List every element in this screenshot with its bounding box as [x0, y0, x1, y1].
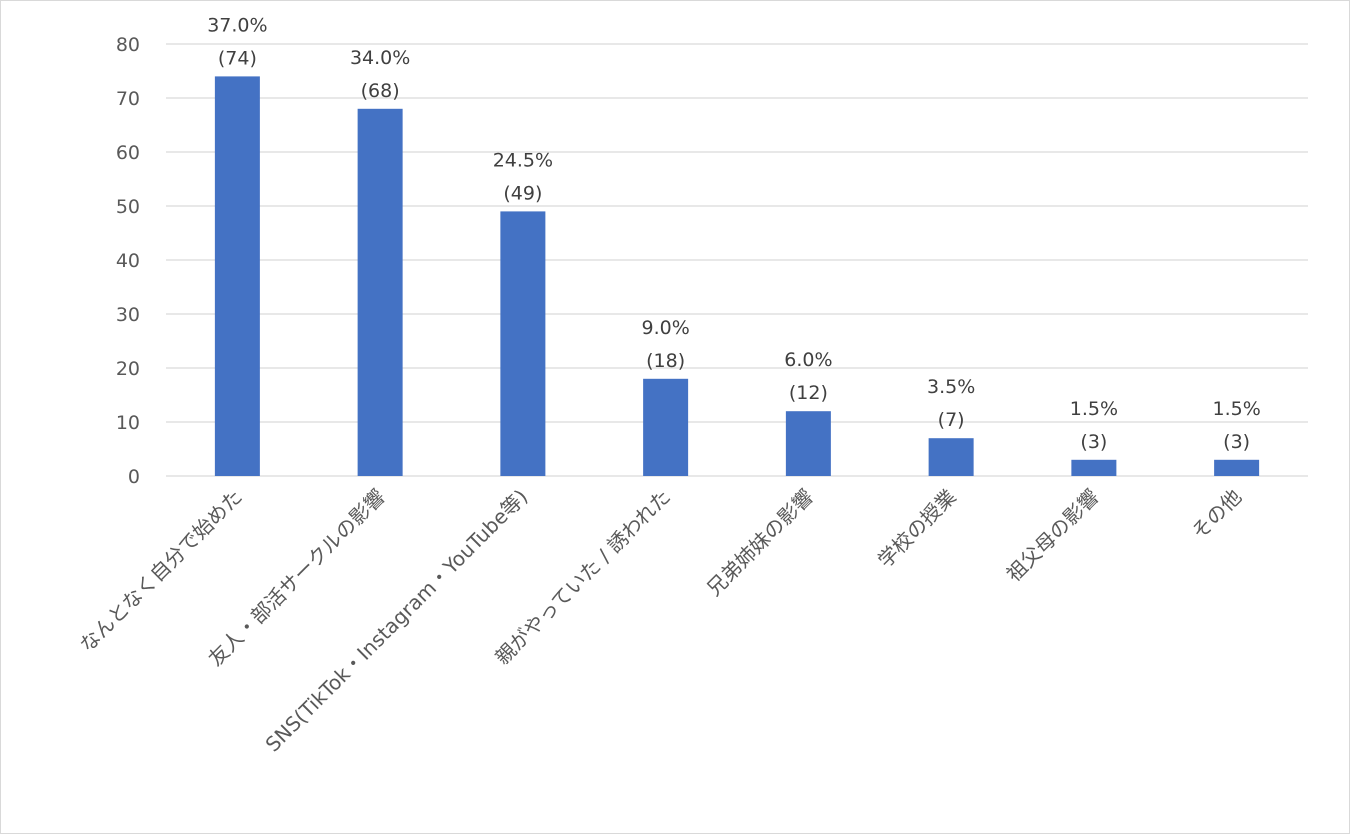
category-label: SNS(TikTok・Instagram・YouTube等): [261, 485, 533, 757]
y-tick-label: 80: [116, 34, 140, 56]
y-tick-label: 30: [116, 304, 140, 326]
data-label-count: (3): [1223, 431, 1250, 453]
y-tick-label: 10: [116, 412, 140, 434]
category-labels: なんとなく自分で始めた友人・部活サークルの影響SNS(TikTok・Instag…: [75, 485, 1246, 757]
data-label-percent: 1.5%: [1070, 398, 1118, 420]
bar-6: [928, 438, 974, 476]
y-tick-label: 60: [116, 142, 140, 164]
bar-8: [1214, 459, 1260, 476]
y-tick-label: 0: [128, 466, 140, 488]
data-label-count: (68): [361, 80, 400, 102]
bar-4: [643, 378, 689, 476]
y-axis-tick-labels: 0 10 20 30 40 50 60 70 80: [116, 34, 140, 488]
data-label-count: (18): [646, 350, 685, 372]
gridlines: [166, 43, 1308, 477]
data-label-count: (12): [789, 382, 828, 404]
data-label-percent: 3.5%: [927, 376, 975, 398]
data-label-count: (3): [1080, 431, 1107, 453]
data-label-percent: 9.0%: [641, 317, 689, 339]
category-label: 祖父母の影響: [1002, 485, 1104, 587]
data-label-percent: 37.0%: [207, 14, 267, 36]
y-tick-label: 70: [116, 88, 140, 110]
data-label-count: (7): [938, 409, 965, 431]
data-label-percent: 24.5%: [493, 149, 553, 171]
category-label: その他: [1187, 485, 1246, 544]
category-label: 学校の授業: [873, 485, 961, 573]
bar-7: [1071, 459, 1117, 476]
data-label-percent: 1.5%: [1212, 398, 1260, 420]
bar-5: [785, 411, 831, 476]
data-label-percent: 34.0%: [350, 47, 410, 69]
bar-2: [357, 108, 403, 477]
y-tick-label: 50: [116, 196, 140, 218]
category-label: なんとなく自分で始めた: [75, 485, 247, 657]
data-label-count: (49): [503, 182, 542, 204]
bar-3: [500, 211, 546, 476]
data-label-count: (74): [218, 47, 257, 69]
category-label: 兄弟姉妹の影響: [702, 485, 818, 601]
bar-1: [214, 76, 260, 477]
data-labels: 37.0% (74) 34.0% (68) 24.5% (49) 9.0% (18) 6.0% (…: [207, 14, 1261, 452]
y-tick-label: 20: [116, 358, 140, 380]
bars: [214, 76, 1260, 477]
data-label-percent: 6.0%: [784, 349, 832, 371]
y-tick-label: 40: [116, 250, 140, 272]
